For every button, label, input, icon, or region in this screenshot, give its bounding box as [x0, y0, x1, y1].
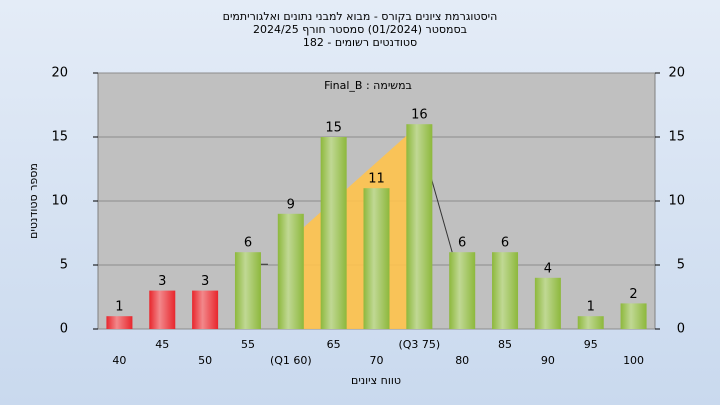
- x-axis-label: טווח ציונים: [351, 374, 401, 387]
- bar: [620, 303, 647, 329]
- y2-tick-label: 20: [668, 66, 685, 81]
- x-tick-label: (Q1 60): [270, 354, 312, 367]
- y2-tick-label: 0: [677, 322, 685, 337]
- data-label: 9: [287, 197, 295, 212]
- bar: [106, 316, 133, 329]
- x-tick-label: 50: [198, 354, 212, 367]
- data-label: 15: [325, 121, 342, 136]
- y2-tick-label: 15: [668, 130, 685, 145]
- y-tick-label: 20: [51, 66, 68, 81]
- bar: [534, 277, 561, 329]
- bar: [363, 188, 390, 329]
- bar: [277, 213, 304, 329]
- y-tick-label: 15: [51, 130, 68, 145]
- bar: [577, 316, 604, 329]
- data-label: 2: [629, 287, 637, 302]
- data-label: 3: [158, 274, 166, 289]
- y-tick-label: 0: [60, 322, 68, 337]
- bar: [192, 290, 219, 329]
- y2-tick-label: 10: [668, 194, 685, 209]
- y2-tick-label: 5: [677, 258, 685, 273]
- data-label: 6: [458, 236, 466, 251]
- x-tick-label: 95: [584, 338, 598, 351]
- y-tick-label: 5: [60, 258, 68, 273]
- data-label: 6: [244, 236, 252, 251]
- bar: [149, 290, 176, 329]
- bar: [406, 124, 433, 329]
- x-tick-label: 80: [455, 354, 469, 367]
- data-label: 1: [587, 300, 595, 315]
- y-tick-label: 10: [51, 194, 68, 209]
- bar: [234, 252, 261, 329]
- data-label: 3: [201, 274, 209, 289]
- x-tick-label: 85: [498, 338, 512, 351]
- data-label: 16: [411, 108, 428, 123]
- x-tick-label: 45: [155, 338, 169, 351]
- y-axis-label: מספר סטודנטים: [27, 163, 40, 239]
- data-label: 1: [115, 300, 123, 315]
- data-label: 4: [544, 261, 552, 276]
- annotation: Final_B : במשימה: [324, 79, 412, 92]
- x-tick-label: 100: [623, 354, 644, 367]
- bar: [320, 137, 347, 329]
- data-label: 11: [368, 172, 385, 187]
- x-tick-label: 40: [112, 354, 126, 367]
- x-tick-label: 65: [327, 338, 341, 351]
- x-tick-label: 90: [541, 354, 555, 367]
- bar: [449, 252, 476, 329]
- bar: [492, 252, 519, 329]
- x-tick-label: 55: [241, 338, 255, 351]
- x-tick-label: 70: [370, 354, 384, 367]
- data-label: 6: [501, 236, 509, 251]
- title-line: 182 - סטודנטים רשומים: [303, 36, 417, 49]
- title-line: היסטוגרמת ציונים בקורס - מבוא למבני נתונ…: [223, 10, 498, 23]
- title-line: בסמסטר (01/2024) סמסטר חורף 2024/25: [253, 23, 467, 36]
- x-tick-label: (Q3 75): [398, 338, 440, 351]
